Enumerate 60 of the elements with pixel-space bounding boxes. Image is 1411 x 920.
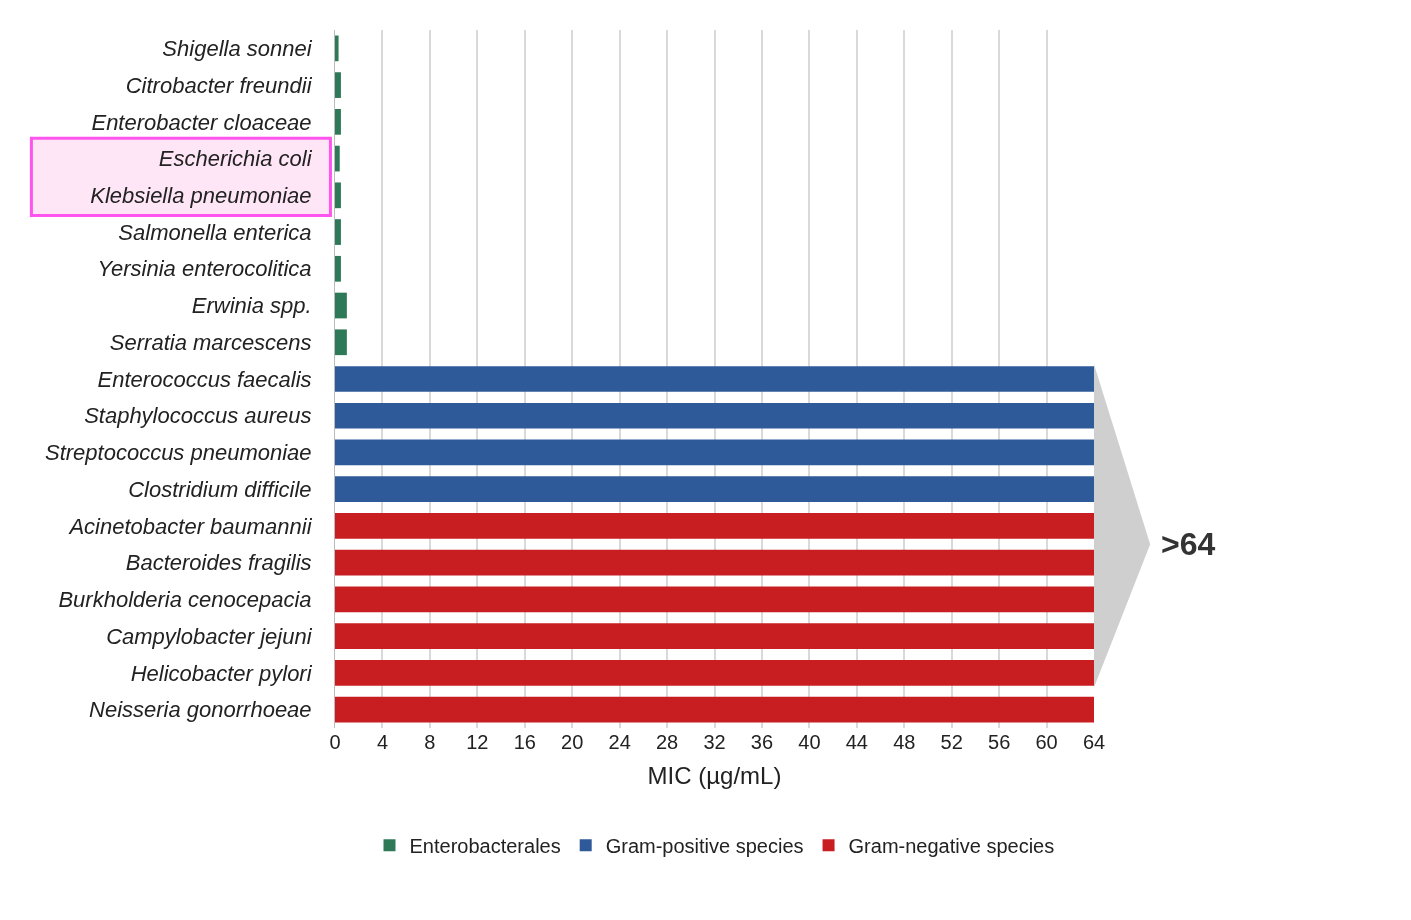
y-tick-label: Erwinia spp.	[191, 293, 312, 319]
y-tick-label: Bacteroides fragilis	[125, 550, 312, 576]
x-axis-title: MIC (µg/mL)	[647, 762, 782, 790]
x-tick-label: 28	[655, 731, 679, 753]
bar	[335, 513, 1094, 539]
x-tick-label: 44	[845, 731, 868, 753]
legend-label: Enterobacterales	[409, 835, 561, 858]
x-tick-label: 52	[940, 731, 963, 753]
x-tick-label: 4	[376, 731, 388, 753]
x-tick-label: 12	[466, 731, 489, 753]
bar	[335, 623, 1094, 650]
y-tick-label: Streptococcus pneumoniae	[44, 440, 312, 466]
x-tick-label: 20	[561, 731, 584, 753]
y-tick-label: Neisseria gonorrhoeae	[89, 697, 312, 723]
y-tick-label: Acinetobacter baumannii	[67, 513, 313, 539]
y-tick-label: Clostridium difficile	[128, 476, 312, 502]
bar	[335, 402, 1094, 429]
bar	[335, 182, 341, 209]
x-tick-label: 60	[1035, 731, 1058, 753]
x-tick-label: 48	[893, 731, 916, 753]
bar	[335, 366, 1094, 392]
y-tick-label: Burkholderia cenocepacia	[58, 587, 312, 613]
bar	[335, 35, 339, 62]
bar	[335, 329, 347, 356]
y-tick-label: Yersinia enterocolitica	[97, 256, 312, 282]
bar	[335, 108, 341, 135]
y-tick-label: Escherichia coli	[158, 146, 313, 172]
bar	[335, 549, 1094, 576]
x-tick-label: 16	[513, 731, 536, 753]
x-tick-label: 8	[424, 731, 436, 753]
bar	[335, 72, 341, 98]
y-tick-label: Citrobacter freundii	[125, 72, 313, 98]
bar	[335, 219, 341, 245]
y-tick-label: Shigella sonnei	[162, 36, 313, 62]
x-tick-label: 0	[329, 731, 341, 753]
bar	[335, 145, 340, 172]
text: >64	[1161, 526, 1216, 562]
y-tick-label: Enterococcus faecalis	[97, 366, 312, 392]
bar	[335, 255, 341, 282]
legend-label: Gram-negative species	[848, 835, 1055, 858]
x-tick-label: 24	[608, 731, 631, 753]
x-tick-label: 64	[1082, 731, 1106, 753]
bar	[335, 476, 1094, 503]
y-tick-label: Serratia marcescens	[109, 329, 312, 355]
bar	[335, 439, 1094, 466]
x-tick-label: 36	[750, 731, 774, 753]
bar	[335, 696, 1094, 723]
x-tick-label: 32	[703, 731, 726, 753]
y-tick-label: Helicobacter pylori	[130, 660, 313, 686]
y-tick-label: Campylobacter jejuni	[106, 623, 313, 649]
bar	[335, 660, 1094, 686]
y-tick-label: Klebsiella pneumoniae	[90, 183, 312, 209]
bar	[335, 586, 1094, 613]
y-tick-label: Salmonella enterica	[118, 219, 312, 245]
bar	[335, 292, 347, 319]
legend-label: Gram-positive species	[605, 835, 804, 858]
y-tick-label: Staphylococcus aureus	[84, 403, 312, 429]
x-tick-label: 56	[988, 731, 1011, 753]
x-tick-label: 40	[798, 731, 821, 753]
y-tick-label: Enterobacter cloaceae	[91, 109, 312, 135]
